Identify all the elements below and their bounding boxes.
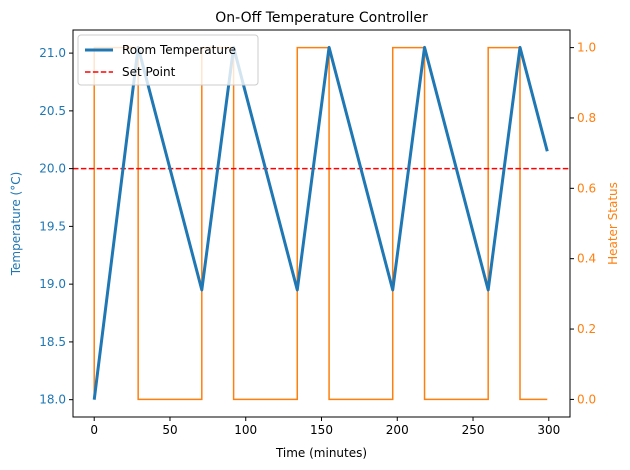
y-left-tick-label: 18.0 bbox=[39, 393, 66, 407]
x-tick-label: 200 bbox=[386, 423, 409, 437]
x-tick-label: 250 bbox=[462, 423, 485, 437]
y-left-tick-label: 19.0 bbox=[39, 277, 66, 291]
y-left-tick-label: 20.5 bbox=[39, 104, 66, 118]
y-axis-left-label: Temperature (°C) bbox=[9, 172, 23, 277]
y-right-tick-label: 1.0 bbox=[577, 41, 596, 55]
x-tick-label: 0 bbox=[90, 423, 98, 437]
plot-content bbox=[73, 45, 570, 401]
legend: Room Temperature Set Point bbox=[77, 34, 259, 86]
x-axis-label: Time (minutes) bbox=[275, 446, 367, 460]
y-left-tick-label: 20.0 bbox=[39, 162, 66, 176]
y-axis-right-label: Heater Status bbox=[606, 182, 620, 265]
x-tick-label: 300 bbox=[537, 423, 560, 437]
y-right-tick-label: 0.0 bbox=[577, 392, 596, 406]
y-right-tick-label: 0.6 bbox=[577, 181, 596, 195]
chart-title: On-Off Temperature Controller bbox=[215, 10, 428, 26]
legend-label-room-temperature: Room Temperature bbox=[122, 43, 236, 57]
x-axis-ticks: 0 50 100 150 200 250 300 bbox=[90, 417, 560, 437]
y-left-tick-label: 19.5 bbox=[39, 219, 66, 233]
x-tick-label: 150 bbox=[310, 423, 333, 437]
series-room-temperature bbox=[92, 45, 549, 400]
x-tick-label: 100 bbox=[234, 423, 257, 437]
y-right-tick-label: 0.8 bbox=[577, 111, 596, 125]
y-left-tick-label: 18.5 bbox=[39, 335, 66, 349]
y-right-tick-label: 0.2 bbox=[577, 322, 596, 336]
right-axis-ticks: 0.0 0.2 0.4 0.6 0.8 1.0 bbox=[570, 41, 596, 406]
y-left-tick-label: 21.0 bbox=[39, 46, 66, 60]
x-tick-label: 50 bbox=[162, 423, 177, 437]
left-axis-ticks: 18.0 18.5 19.0 19.5 20.0 20.5 21.0 bbox=[39, 46, 73, 407]
y-right-tick-label: 0.4 bbox=[577, 252, 596, 266]
legend-box bbox=[77, 34, 259, 86]
legend-label-set-point: Set Point bbox=[122, 65, 176, 79]
